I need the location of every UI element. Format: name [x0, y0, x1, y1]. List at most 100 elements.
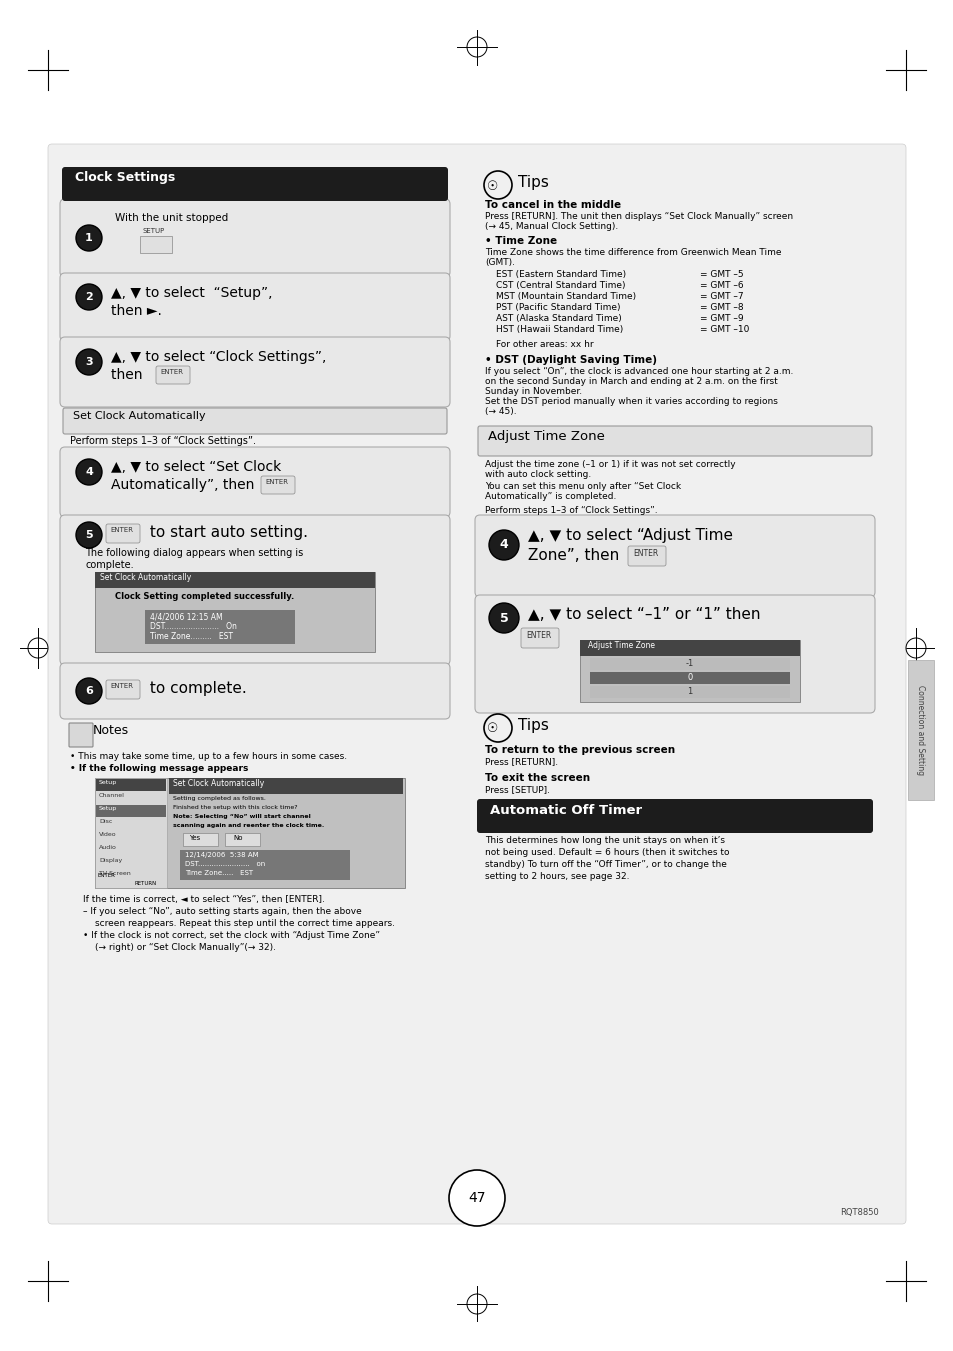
- FancyBboxPatch shape: [60, 447, 450, 517]
- Bar: [225, 834, 260, 846]
- Bar: [96, 805, 166, 817]
- Text: Connection and Setting: Connection and Setting: [916, 685, 924, 775]
- Text: 6: 6: [85, 686, 92, 696]
- Text: then ►.: then ►.: [111, 304, 162, 317]
- Circle shape: [489, 603, 518, 634]
- Text: Channel: Channel: [99, 793, 125, 798]
- FancyBboxPatch shape: [627, 546, 665, 566]
- Text: The following dialog appears when setting is: The following dialog appears when settin…: [85, 549, 303, 558]
- Text: Automatically”, then: Automatically”, then: [111, 478, 258, 492]
- Text: Set Clock Automatically: Set Clock Automatically: [100, 573, 191, 582]
- Text: To exit the screen: To exit the screen: [484, 773, 590, 784]
- Text: Set Clock Automatically: Set Clock Automatically: [172, 780, 264, 788]
- Bar: [95, 571, 375, 588]
- Bar: [96, 831, 166, 843]
- Bar: [579, 640, 800, 703]
- Text: Press [SETUP].: Press [SETUP].: [484, 785, 550, 794]
- Text: ENTER: ENTER: [265, 480, 288, 485]
- Text: 3: 3: [85, 357, 92, 367]
- Circle shape: [76, 226, 102, 251]
- FancyBboxPatch shape: [60, 336, 450, 407]
- Text: scanning again and reenter the clock time.: scanning again and reenter the clock tim…: [172, 823, 324, 828]
- Text: on the second Sunday in March and ending at 2 a.m. on the first: on the second Sunday in March and ending…: [484, 377, 777, 386]
- FancyBboxPatch shape: [69, 723, 92, 747]
- Bar: [589, 671, 789, 684]
- Text: Automatically” is completed.: Automatically” is completed.: [484, 492, 616, 501]
- Bar: [96, 817, 166, 830]
- Text: Display: Display: [99, 858, 122, 863]
- Circle shape: [76, 678, 102, 704]
- Text: Adjust Time Zone: Adjust Time Zone: [587, 640, 655, 650]
- Bar: [95, 778, 167, 888]
- Text: Setup: Setup: [99, 807, 117, 811]
- Text: Finished the setup with this clock time?: Finished the setup with this clock time?: [172, 805, 297, 811]
- Text: ▲, ▼ to select “Clock Settings”,: ▲, ▼ to select “Clock Settings”,: [111, 350, 326, 363]
- Text: Tips: Tips: [517, 176, 548, 190]
- Text: Note: Selecting “No” will start channel: Note: Selecting “No” will start channel: [172, 815, 311, 819]
- Text: DST.......................   On: DST....................... On: [150, 621, 236, 631]
- Text: If you select “On”, the clock is advanced one hour starting at 2 a.m.: If you select “On”, the clock is advance…: [484, 367, 793, 376]
- Text: Perform steps 1–3 of “Clock Settings”.: Perform steps 1–3 of “Clock Settings”.: [484, 507, 657, 515]
- FancyBboxPatch shape: [63, 408, 447, 434]
- Bar: [96, 780, 166, 790]
- Text: Yes: Yes: [190, 835, 200, 842]
- Text: (→ 45, Manual Clock Setting).: (→ 45, Manual Clock Setting).: [484, 222, 618, 231]
- Text: Set the DST period manually when it varies according to regions: Set the DST period manually when it vari…: [484, 397, 777, 407]
- Text: standby) To turn off the “Off Timer”, or to change the: standby) To turn off the “Off Timer”, or…: [484, 861, 726, 869]
- Text: Clock Settings: Clock Settings: [75, 172, 175, 184]
- Bar: [589, 658, 789, 670]
- Text: Audio: Audio: [99, 844, 117, 850]
- Text: Adjust Time Zone: Adjust Time Zone: [488, 430, 604, 443]
- Bar: [907, 661, 933, 800]
- Text: EST (Eastern Standard Time): EST (Eastern Standard Time): [496, 270, 625, 280]
- Text: ENTER: ENTER: [525, 631, 551, 640]
- Text: Time Zone shows the time difference from Greenwich Mean Time: Time Zone shows the time difference from…: [484, 249, 781, 257]
- FancyBboxPatch shape: [156, 366, 190, 384]
- Text: For other areas: xx hr: For other areas: xx hr: [496, 340, 593, 349]
- Text: 1: 1: [687, 688, 692, 696]
- Bar: [96, 844, 166, 857]
- Text: ▲, ▼ to select “Set Clock: ▲, ▼ to select “Set Clock: [111, 459, 281, 474]
- FancyBboxPatch shape: [48, 145, 905, 1224]
- Circle shape: [76, 349, 102, 376]
- Text: ENTER: ENTER: [160, 369, 183, 376]
- Text: = GMT –7: = GMT –7: [700, 292, 742, 301]
- Text: ▲, ▼ to select “Adjust Time: ▲, ▼ to select “Adjust Time: [527, 528, 732, 543]
- Text: to complete.: to complete.: [145, 681, 247, 696]
- Text: HST (Hawaii Standard Time): HST (Hawaii Standard Time): [496, 326, 622, 334]
- Text: 4/4/2006 12:15 AM: 4/4/2006 12:15 AM: [150, 612, 222, 621]
- Text: Press [RETURN]. The unit then displays “Set Clock Manually” screen: Press [RETURN]. The unit then displays “…: [484, 212, 792, 222]
- FancyBboxPatch shape: [475, 515, 874, 597]
- Bar: [589, 686, 789, 698]
- Text: Automatic Off Timer: Automatic Off Timer: [490, 804, 641, 817]
- Text: ▲, ▼ to select “–1” or “1” then: ▲, ▼ to select “–1” or “1” then: [527, 607, 760, 621]
- Text: ENTER: ENTER: [110, 527, 132, 534]
- Bar: [169, 778, 402, 794]
- Text: = GMT –5: = GMT –5: [700, 270, 742, 280]
- Circle shape: [489, 530, 518, 561]
- Text: screen reappears. Repeat this step until the correct time appears.: screen reappears. Repeat this step until…: [95, 919, 395, 928]
- Text: = GMT –10: = GMT –10: [700, 326, 749, 334]
- Circle shape: [76, 521, 102, 549]
- Text: Time Zone.........   EST: Time Zone......... EST: [150, 632, 233, 640]
- Text: 2: 2: [85, 292, 92, 303]
- Text: = GMT –8: = GMT –8: [700, 303, 742, 312]
- Text: 5: 5: [499, 612, 508, 624]
- Bar: [145, 611, 294, 644]
- Text: Clock Setting completed successfully.: Clock Setting completed successfully.: [115, 592, 294, 601]
- Text: AST (Alaska Standard Time): AST (Alaska Standard Time): [496, 313, 621, 323]
- Text: ☉: ☉: [487, 180, 498, 192]
- Bar: [180, 850, 350, 880]
- Text: CST (Central Standard Time): CST (Central Standard Time): [496, 281, 625, 290]
- Text: ☉: ☉: [487, 723, 498, 735]
- Text: Set Clock Automatically: Set Clock Automatically: [73, 411, 206, 422]
- Text: (GMT).: (GMT).: [484, 258, 515, 267]
- Text: Tips: Tips: [517, 717, 548, 734]
- Text: If the time is correct, ◄ to select “Yes”, then [ENTER].: If the time is correct, ◄ to select “Yes…: [83, 894, 325, 904]
- Text: 47: 47: [468, 1192, 485, 1205]
- Text: = GMT –9: = GMT –9: [700, 313, 742, 323]
- Bar: [183, 834, 218, 846]
- Text: with auto clock setting.: with auto clock setting.: [484, 470, 591, 480]
- FancyBboxPatch shape: [60, 663, 450, 719]
- FancyBboxPatch shape: [106, 680, 140, 698]
